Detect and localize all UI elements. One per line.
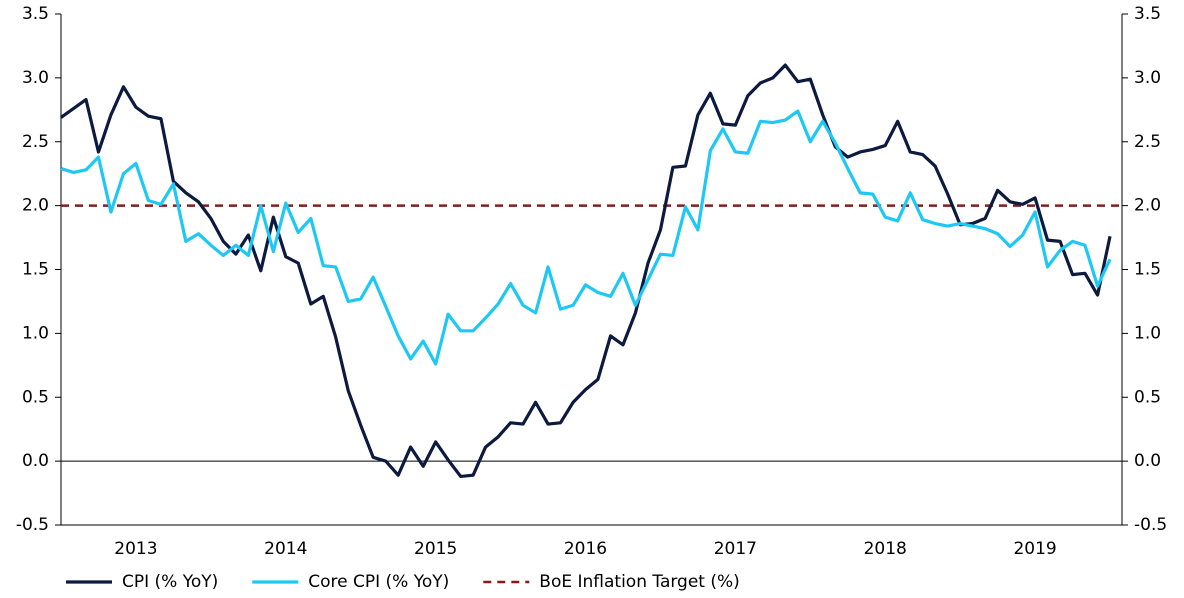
series-line — [60, 109, 1112, 366]
y2-tick-label: 3.0 — [1134, 68, 1161, 88]
y-tick-label: 0.5 — [22, 387, 49, 407]
y2-tick-label: 2.5 — [1134, 132, 1161, 152]
y-tick-label: 1.0 — [22, 323, 49, 343]
y2-tick-label: 3.5 — [1134, 4, 1161, 24]
y-tick-label: 1.5 — [22, 260, 49, 280]
x-tick-label: 2014 — [264, 539, 307, 559]
x-tick-label: 2019 — [1013, 539, 1056, 559]
y-tick-label: 0.0 — [22, 451, 49, 471]
x-tick-label: 2015 — [414, 539, 457, 559]
x-tick-label: 2013 — [114, 539, 157, 559]
y-tick-label: 2.5 — [22, 132, 49, 152]
legend-label: Core CPI (% YoY) — [308, 572, 449, 592]
y-tick-label: 3.5 — [22, 4, 49, 24]
y-tick-label: 2.0 — [22, 196, 49, 216]
x-tick-label: 2017 — [714, 539, 757, 559]
y2-tick-label: 1.5 — [1134, 260, 1161, 280]
y2-tick-label: 1.0 — [1134, 323, 1161, 343]
y-tick-label: 3.0 — [22, 68, 49, 88]
y2-tick-label: 2.0 — [1134, 196, 1161, 216]
y2-tick-label: 0.5 — [1134, 387, 1161, 407]
legend-label: BoE Inflation Target (%) — [539, 572, 740, 592]
series-line — [60, 63, 1112, 479]
x-tick-label: 2018 — [864, 539, 907, 559]
y2-tick-label: -0.5 — [1134, 515, 1167, 535]
y-tick-label: -0.5 — [16, 515, 49, 535]
x-tick-label: 2016 — [564, 539, 607, 559]
y2-tick-label: 0.0 — [1134, 451, 1161, 471]
legend-label: CPI (% YoY) — [122, 572, 218, 592]
